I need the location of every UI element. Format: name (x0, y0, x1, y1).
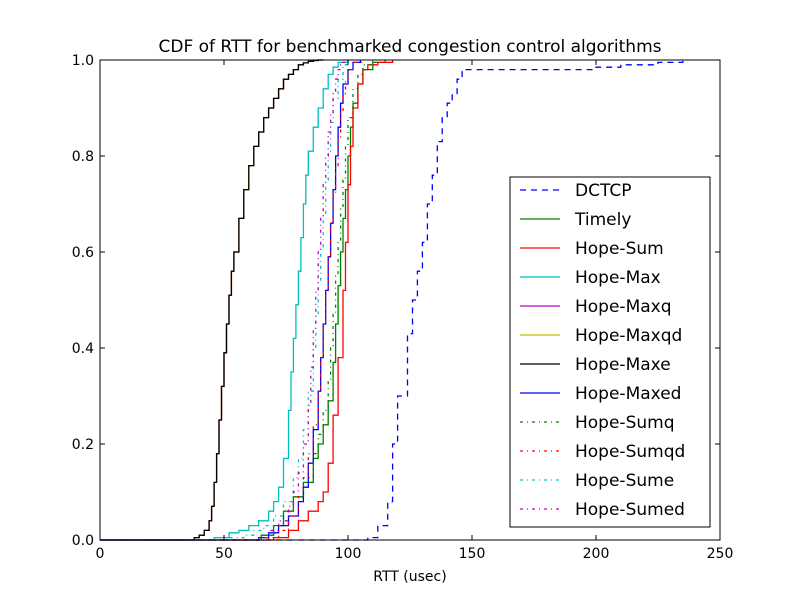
y-tick-label: 0.6 (72, 245, 94, 261)
series-line-hope-maxqd (100, 59, 324, 541)
legend-label: Hope-Sumed (575, 500, 685, 520)
x-tick-label: 50 (215, 546, 233, 562)
series-line-hope-sumed (100, 60, 349, 541)
y-tick-label: 0.2 (72, 437, 94, 453)
y-tick-label: 1.0 (72, 53, 94, 69)
y-tick-label: 0.4 (72, 341, 94, 357)
legend-label: Hope-Maxed (575, 384, 681, 404)
legend-label: Timely (574, 210, 631, 230)
x-tick-label: 150 (459, 546, 486, 562)
plot-area (100, 59, 684, 541)
legend-label: Hope-Sumq (575, 413, 675, 433)
legend: DCTCP Timely Hope-Sum Hope-Max Hope-Maxq Hope… (509, 176, 711, 528)
series-line-hope-sumqd (100, 60, 364, 541)
y-tick-label: 0.8 (72, 149, 94, 165)
x-tick-label: 200 (583, 546, 610, 562)
series-line-hope-maxed (100, 60, 362, 541)
plot-frame (99, 59, 721, 541)
x-axis-label: RTT (usec) (373, 569, 446, 585)
y-axis: 0.0 0.2 0.4 0.6 0.8 1.0 (72, 53, 720, 549)
legend-label: Hope-Maxe (575, 355, 671, 375)
legend-label: Hope-Max (575, 268, 661, 288)
y-tick-label: 0.0 (72, 533, 94, 549)
x-tick-label: 100 (335, 546, 362, 562)
legend-label: Hope-Maxq (575, 297, 672, 317)
legend-label: Hope-Sume (575, 471, 674, 491)
series-line-hope-max (100, 60, 349, 541)
legend-label: Hope-Sum (575, 239, 664, 259)
x-tick-label: 0 (96, 546, 105, 562)
series-line-hope-sumq (100, 60, 374, 541)
series-line-hope-sum (100, 60, 394, 541)
legend-label: Hope-Maxqd (575, 326, 682, 346)
legend-label: Hope-Sumqd (575, 442, 685, 462)
series-line-hope-sume (100, 60, 349, 541)
chart-title: CDF of RTT for benchmarked congestion co… (159, 37, 662, 57)
legend-box (509, 176, 711, 528)
x-axis: 0 50 100 150 200 250 (96, 60, 734, 562)
x-tick-label: 250 (707, 546, 734, 562)
series-line-dctcp (100, 60, 684, 541)
series-line-hope-maxq (100, 59, 324, 541)
series-line-hope-maxe (100, 59, 324, 541)
legend-label: DCTCP (575, 181, 631, 201)
